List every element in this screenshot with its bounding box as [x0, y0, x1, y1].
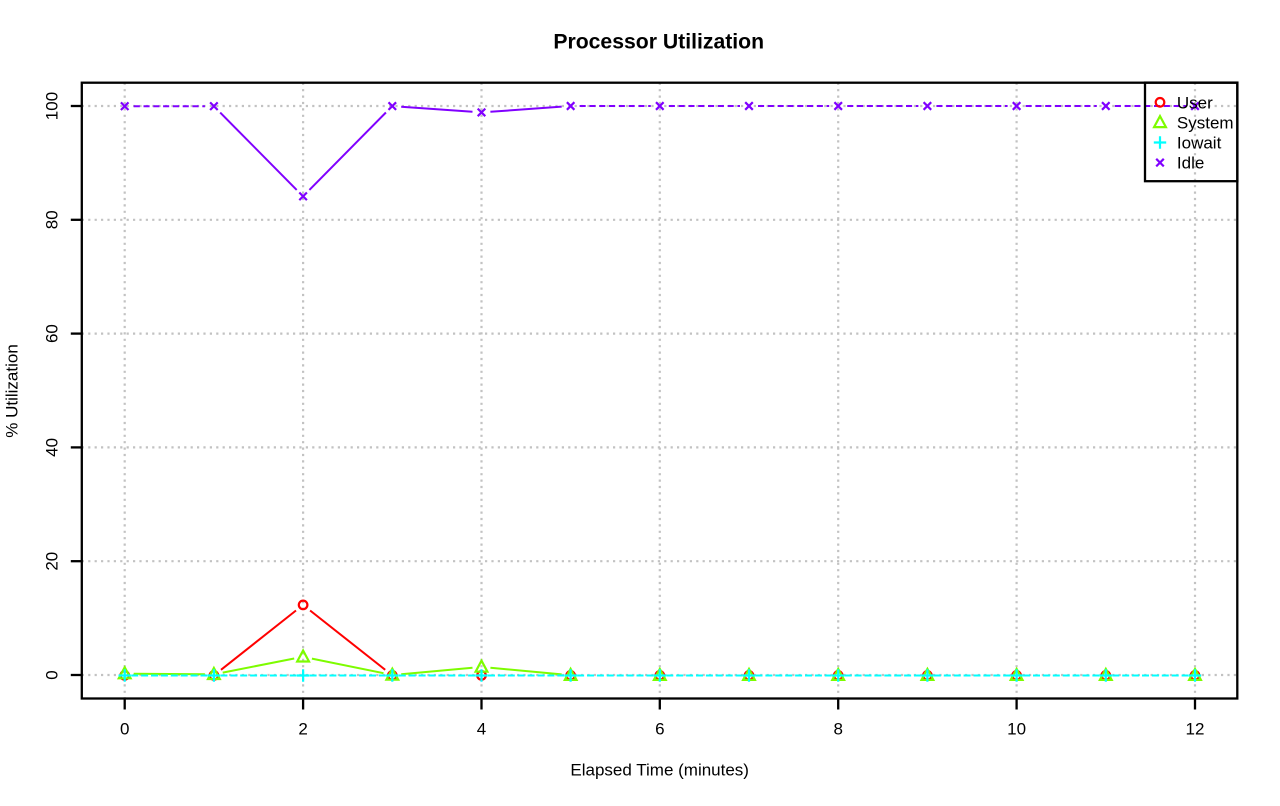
svg-text:0: 0	[120, 720, 129, 739]
svg-text:4: 4	[477, 720, 486, 739]
svg-text:Elapsed Time (minutes): Elapsed Time (minutes)	[570, 760, 749, 779]
svg-text:% Utilization: % Utilization	[3, 344, 22, 438]
svg-text:40: 40	[43, 438, 62, 457]
svg-text:Idle: Idle	[1177, 154, 1204, 173]
svg-text:8: 8	[833, 720, 842, 739]
svg-text:12: 12	[1186, 720, 1205, 739]
svg-text:20: 20	[43, 552, 62, 571]
svg-text:User: User	[1177, 93, 1213, 112]
svg-text:Processor Utilization: Processor Utilization	[553, 31, 764, 54]
svg-text:60: 60	[43, 324, 62, 343]
svg-text:100: 100	[43, 92, 62, 120]
svg-text:10: 10	[1007, 720, 1026, 739]
svg-text:2: 2	[298, 720, 307, 739]
svg-text:System: System	[1177, 113, 1234, 132]
svg-text:0: 0	[43, 670, 62, 679]
svg-text:80: 80	[43, 210, 62, 229]
svg-text:6: 6	[655, 720, 664, 739]
svg-text:Iowait: Iowait	[1177, 134, 1222, 153]
